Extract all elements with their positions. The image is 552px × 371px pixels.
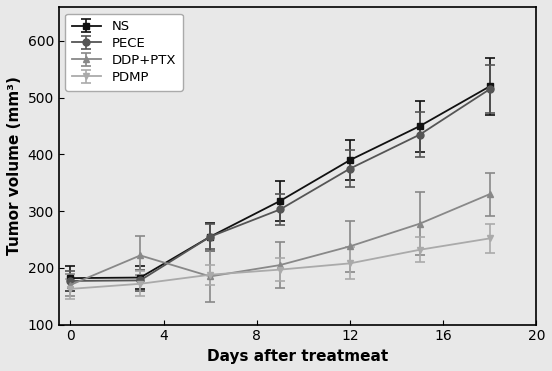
X-axis label: Days after treatmeat: Days after treatmeat: [207, 349, 388, 364]
Legend: NS, PECE, DDP+PTX, PDMP: NS, PECE, DDP+PTX, PDMP: [65, 14, 183, 91]
Y-axis label: Tumor volume (mm³): Tumor volume (mm³): [7, 76, 22, 255]
